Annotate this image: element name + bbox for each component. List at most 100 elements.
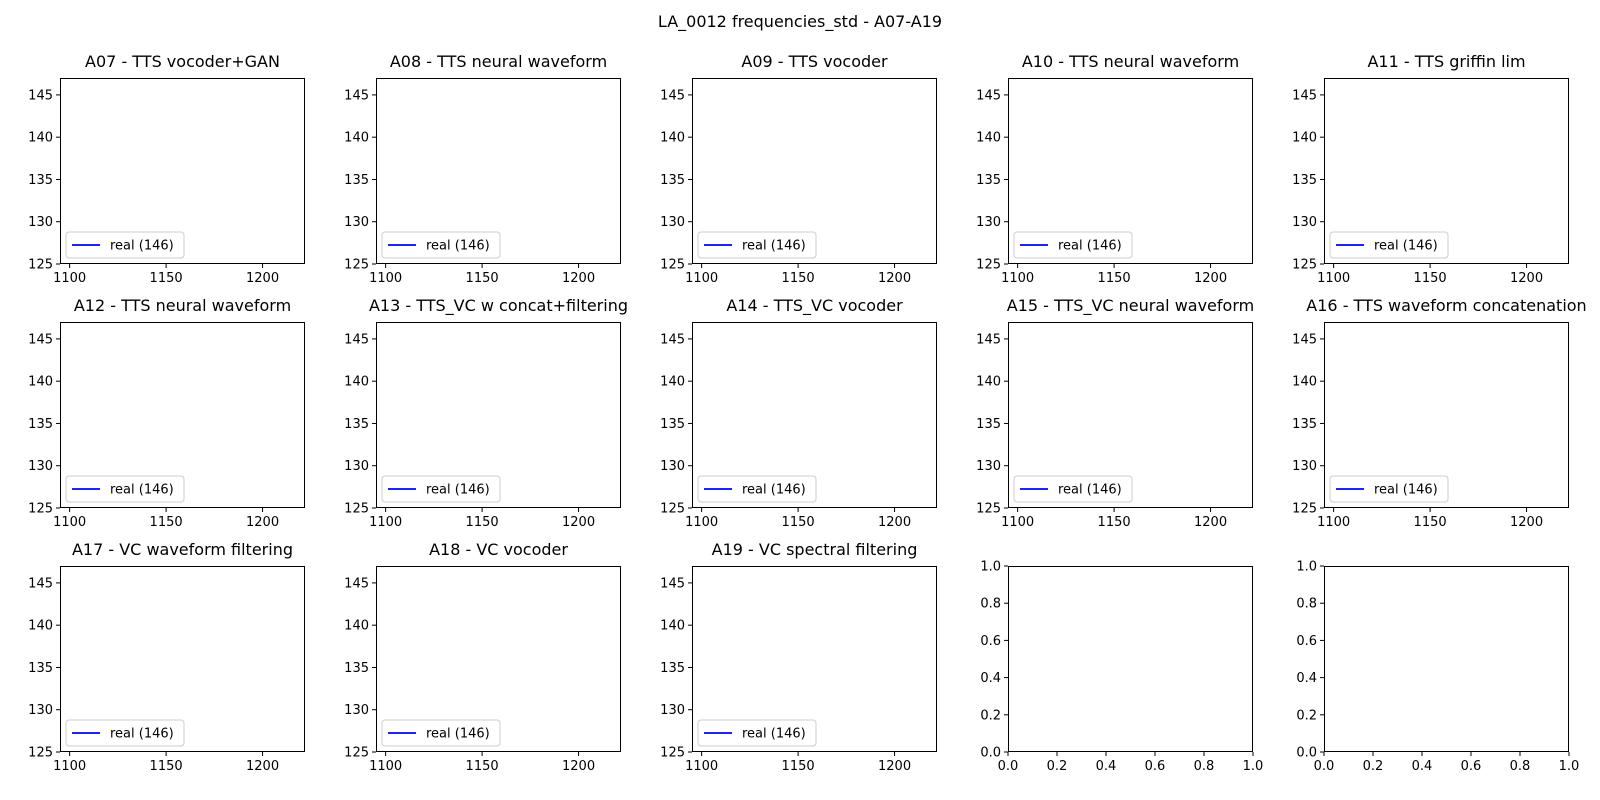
subplot-12: A18 - VC vocoder 1100 1150 1200 125 130 135 140… [344, 540, 621, 774]
subplot-title: A08 - TTS neural waveform [389, 52, 608, 71]
subplot-9: A15 - TTS_VC neural waveform 1100 1150 1200… [976, 296, 1254, 530]
subplot-title: A07 - TTS vocoder+GAN [85, 52, 280, 71]
x-tick-label: 0.2 [1363, 759, 1384, 774]
y-tick-label: 140 [344, 131, 369, 146]
y-tick-label: 130 [344, 703, 369, 718]
subplot-axes: 1100 1150 1200 125 130 135 140 145 real (146) [28, 322, 305, 530]
legend: real (146) [697, 231, 817, 259]
x-tick-label: 0.0 [1314, 759, 1335, 774]
x-tick-label: 1100 [369, 271, 402, 286]
y-tick-label: 0.8 [980, 597, 1001, 612]
subplot-axes: 1100 1150 1200 125 130 135 140 145 real (146) [28, 78, 305, 286]
legend-box [1329, 475, 1449, 503]
x-tick-label: 1100 [1001, 271, 1034, 286]
legend: real (146) [65, 719, 185, 747]
x-tick-label: 1100 [53, 515, 86, 530]
subplot-2: A08 - TTS neural waveform 1100 1150 1200 125… [344, 52, 621, 286]
x-tick-label: 1200 [1510, 271, 1543, 286]
y-tick-label: 145 [344, 576, 369, 591]
subplot-axes: 0.0 0.2 0.4 0.6 0.8 1.0 0.0 0.2 0.4 0.6 0.8 1.0 [1296, 560, 1579, 775]
subplot-title: A14 - TTS_VC vocoder [726, 296, 903, 315]
y-tick-label: 125 [28, 258, 53, 273]
legend: real (146) [65, 231, 185, 259]
y-tick-label: 145 [28, 332, 53, 347]
y-tick-label: 145 [660, 576, 685, 591]
y-tick-label: 0.4 [1296, 671, 1317, 686]
y-tick-label: 135 [660, 173, 685, 188]
legend-entry: real (146) [426, 239, 490, 254]
legend-box [381, 231, 501, 259]
y-tick-label: 130 [28, 215, 53, 230]
axes-frame [1008, 78, 1253, 264]
x-tick-label: 0.4 [1096, 759, 1117, 774]
x-tick-label: 1100 [369, 759, 402, 774]
y-tick-label: 145 [344, 88, 369, 103]
subplot-title: A16 - TTS waveform concatenation [1306, 296, 1587, 315]
subplot-axes: 1100 1150 1200 125 130 135 140 145 real (146) [344, 566, 621, 774]
x-tick-label: 0.8 [1510, 759, 1531, 774]
legend-entry: real (146) [110, 483, 174, 498]
legend: real (146) [697, 719, 817, 747]
subplot-8: A14 - TTS_VC vocoder 1100 1150 1200 125 130 13… [660, 296, 937, 530]
axes-frame [376, 322, 621, 508]
x-tick-label: 1100 [53, 759, 86, 774]
y-tick-label: 130 [1292, 459, 1317, 474]
legend-entry: real (146) [426, 483, 490, 498]
legend-entry: real (146) [742, 727, 806, 742]
legend-box [65, 719, 185, 747]
subplot-title: A17 - VC waveform filtering [71, 540, 293, 559]
legend-box [381, 475, 501, 503]
x-tick-label: 1100 [53, 271, 86, 286]
y-tick-label: 145 [1292, 332, 1317, 347]
subplot-axes: 1100 1150 1200 125 130 135 140 145 real (146) [344, 78, 621, 286]
legend: real (146) [381, 231, 501, 259]
axes-frame [692, 78, 937, 264]
x-tick-label: 0.4 [1412, 759, 1433, 774]
x-tick-label: 1200 [1194, 271, 1227, 286]
subplot-4: A10 - TTS neural waveform 1100 1150 1200 125… [976, 52, 1253, 286]
y-tick-label: 0.6 [980, 634, 1001, 649]
axes-frame [692, 322, 937, 508]
y-tick-label: 1.0 [980, 560, 1001, 575]
subplot-axes: 1100 1150 1200 125 130 135 140 145 real (146) [28, 566, 305, 774]
subplot-title: A11 - TTS griffin lim [1367, 52, 1526, 71]
y-tick-label: 135 [660, 417, 685, 432]
x-tick-label: 1150 [1414, 271, 1447, 286]
y-tick-label: 130 [28, 459, 53, 474]
y-tick-label: 125 [344, 258, 369, 273]
subplot-title: A13 - TTS_VC w concat+filtering [368, 296, 628, 315]
y-tick-label: 135 [976, 173, 1001, 188]
y-tick-label: 130 [1292, 215, 1317, 230]
y-tick-label: 0.2 [1296, 708, 1317, 723]
y-tick-label: 145 [660, 88, 685, 103]
y-tick-label: 125 [344, 502, 369, 517]
x-tick-label: 1150 [1098, 515, 1131, 530]
subplot-title: A15 - TTS_VC neural waveform [1006, 296, 1255, 315]
y-tick-label: 145 [28, 576, 53, 591]
y-tick-label: 125 [660, 746, 685, 761]
subplot-axes: 1100 1150 1200 125 130 135 140 145 real (146) [1292, 78, 1569, 286]
y-tick-label: 140 [28, 619, 53, 634]
axes-frame [1324, 322, 1569, 508]
y-tick-label: 135 [28, 661, 53, 676]
subplot-7: A13 - TTS_VC w concat+filtering 1100 1150 1… [344, 296, 628, 530]
x-tick-label: 1150 [1414, 515, 1447, 530]
x-tick-label: 0.2 [1047, 759, 1068, 774]
legend-entry: real (146) [1058, 483, 1122, 498]
x-tick-label: 1150 [466, 759, 499, 774]
legend: real (146) [381, 719, 501, 747]
y-tick-label: 125 [976, 502, 1001, 517]
legend: real (146) [1013, 231, 1133, 259]
y-tick-label: 1.0 [1296, 560, 1317, 575]
x-tick-label: 1200 [246, 759, 279, 774]
legend-entry: real (146) [742, 239, 806, 254]
subplot-1: A07 - TTS vocoder+GAN 1100 1150 1200 125 130 1… [28, 52, 305, 286]
x-tick-label: 1200 [878, 271, 911, 286]
legend-entry: real (146) [110, 239, 174, 254]
legend-entry: real (146) [1374, 239, 1438, 254]
subplot-13: A19 - VC spectral filtering 1100 1150 1200 1… [660, 540, 937, 774]
x-tick-label: 1200 [878, 515, 911, 530]
axes-frame [60, 566, 305, 752]
x-tick-label: 0.6 [1145, 759, 1166, 774]
